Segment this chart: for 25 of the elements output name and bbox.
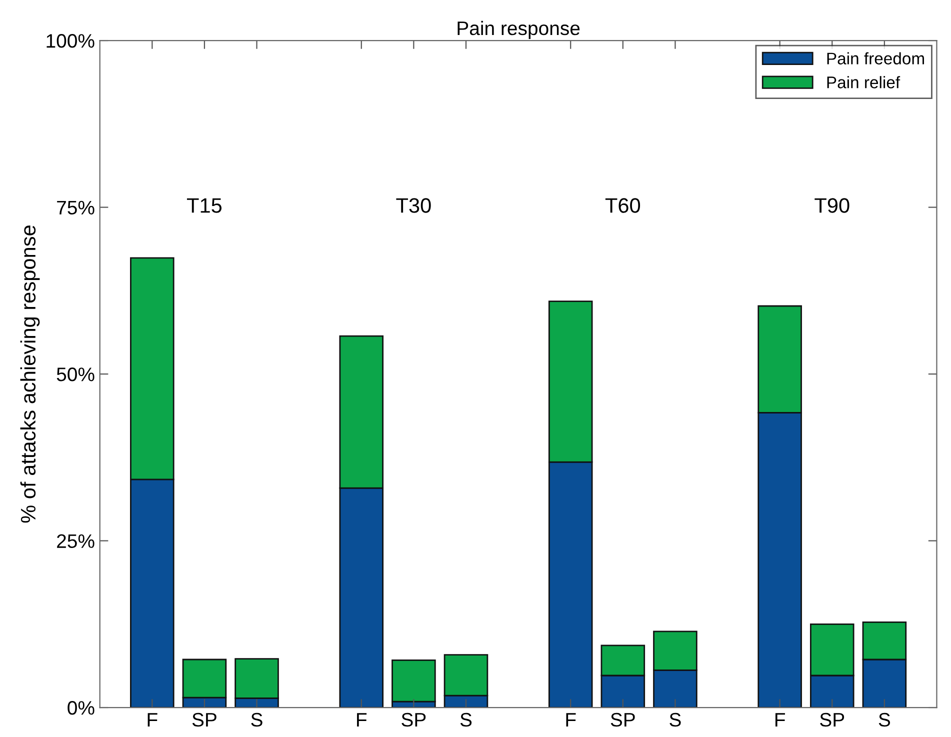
- y-tick-label: 50%: [56, 367, 94, 382]
- x-tick-label: S: [251, 712, 262, 727]
- y-tick-label: 75%: [57, 200, 94, 215]
- y-tick-label: 25%: [57, 534, 94, 548]
- x-tick-label: S: [670, 712, 681, 727]
- x-tick-label: F: [566, 713, 576, 726]
- y-axis-title: % of attacks achieving response: [20, 226, 40, 523]
- legend-label: Pain relief: [827, 76, 900, 88]
- y-tick-label: 0%: [68, 700, 94, 715]
- x-tick-label: SP: [610, 712, 635, 727]
- legend-label: Pain freedom: [827, 52, 924, 64]
- x-tick-label: SP: [402, 712, 426, 727]
- x-tick-label: F: [148, 713, 158, 726]
- x-tick-label: S: [878, 712, 890, 727]
- annotation: T60: [605, 198, 640, 213]
- annotation: T15: [186, 198, 222, 213]
- annotation: T30: [396, 198, 431, 213]
- x-tick-label: SP: [192, 712, 216, 727]
- x-tick-label: F: [775, 713, 785, 726]
- chart-title: Pain response: [458, 20, 580, 40]
- y-tick-label: 100%: [46, 34, 94, 48]
- x-tick-label: F: [357, 713, 367, 726]
- x-tick-label: SP: [820, 712, 844, 727]
- x-tick-label: S: [460, 712, 472, 727]
- annotation: T90: [814, 198, 850, 213]
